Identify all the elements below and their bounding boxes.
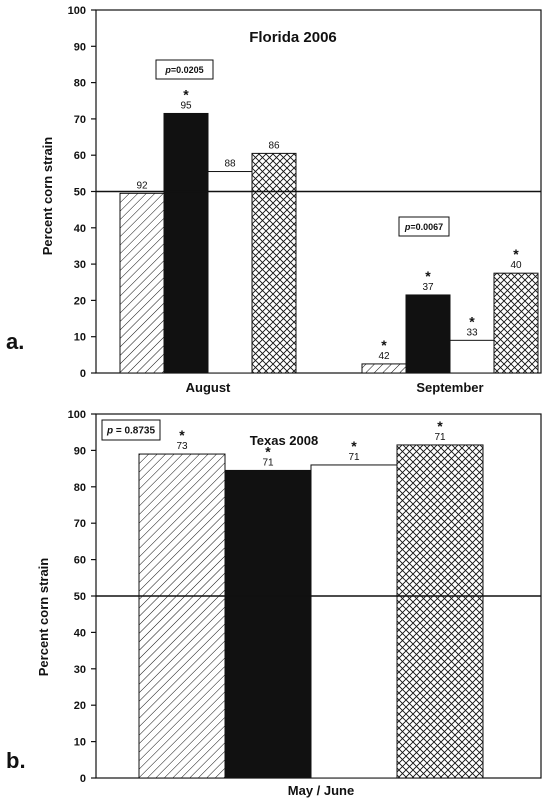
- panel-a-y-tick-label: 90: [74, 41, 86, 53]
- panel-a-y-tick-label: 100: [68, 5, 86, 17]
- panel-a-bar-august-scenturion-3: [163, 112, 209, 374]
- panel-a-category-label: September: [416, 380, 483, 395]
- panel-a-y-tick-label: 40: [74, 223, 86, 235]
- panel-a-letter: a.: [6, 329, 24, 354]
- panel-a-y-tick-label: 80: [74, 78, 86, 90]
- panel-b-y-tick-label: 90: [74, 445, 86, 457]
- panel-a-n-label: 40: [510, 260, 522, 271]
- panel-a-bar-august-psu-2: [119, 192, 165, 374]
- panel-b-significance-star: *: [437, 418, 443, 434]
- panel-a-p-value-text: p=0.0067: [404, 222, 443, 232]
- panel-b-n-label: 71: [262, 457, 274, 468]
- panel-a-n-label: 86: [268, 140, 280, 151]
- panel-b-y-tick-label: 100: [68, 409, 86, 421]
- panel-b-bar-may-june-scentry-4: [396, 444, 484, 779]
- panel-b-title: Texas 2008: [250, 433, 318, 448]
- panel-a-p-value-box: [155, 59, 214, 80]
- panel-a-p-value-text: p=0.0205: [164, 65, 203, 75]
- panel-a-y-tick-label: 60: [74, 150, 86, 162]
- panel-a-y-tick-label: 30: [74, 259, 86, 271]
- panel-a-y-tick-label: 50: [74, 187, 86, 199]
- panel-a-bar-september-scenturion-3: [405, 294, 451, 374]
- panel-b-y-tick-label: 50: [74, 591, 86, 603]
- panel-a-y-tick-label: 0: [80, 368, 86, 380]
- panel-b-n-label: 71: [348, 452, 360, 463]
- panel-a-n-label: 95: [180, 100, 192, 111]
- panel-b-p-value-text: p = 0.8735: [106, 426, 156, 437]
- panel-a-title: Florida 2006: [249, 29, 337, 46]
- panel-a-bar-august-scentry-4: [251, 152, 297, 374]
- panel-b-significance-star: *: [351, 438, 357, 454]
- panel-a-significance-star: *: [183, 86, 189, 102]
- panel-a-y-axis-title: Percent corn strain: [40, 137, 55, 256]
- panel-b-y-tick-label: 0: [80, 773, 86, 785]
- panel-a-significance-star: *: [513, 246, 519, 262]
- panel-a-n-label: 37: [422, 282, 434, 293]
- panel-a-n-label: 33: [466, 327, 478, 338]
- panel-b-y-axis-title: Percent corn strain: [36, 558, 51, 677]
- panel-a-n-label: 42: [378, 351, 390, 362]
- panel-a-significance-star: *: [469, 313, 475, 329]
- chart-panel-a: a. Percent corn strain Florida 2006 0 10 2…: [6, 5, 542, 395]
- panel-b-y-tick-label: 30: [74, 664, 86, 676]
- panel-b-y-tick-label: 10: [74, 737, 86, 749]
- panel-b-bar-may-june-scenturion-3: [224, 469, 312, 779]
- panel-b-bars: 73*71* 71*71*p = 0.8735: [96, 418, 541, 779]
- panel-a-axes: 0 10 20 30 40 50 60 70 80 90 100 August September: [68, 5, 542, 395]
- panel-a-category-label: August: [186, 380, 231, 395]
- panel-b-significance-star: *: [179, 427, 185, 443]
- panel-a-n-label: 92: [136, 180, 148, 191]
- panel-a-significance-star: *: [381, 337, 387, 353]
- panel-b-x-axis-title: May / June: [288, 783, 354, 798]
- panel-a-significance-star: *: [425, 268, 431, 284]
- panel-a-bar-september-tr-c-3: [449, 339, 495, 374]
- panel-b-y-tick-label: 20: [74, 700, 86, 712]
- panel-a-n-label: 88: [224, 159, 236, 170]
- panel-a-y-tick-label: 10: [74, 332, 86, 344]
- chart-panel-b: b. Percent corn strain Texas 2008 May / …: [6, 409, 542, 798]
- panel-b-bar-may-june-tr-c-3: [310, 464, 398, 779]
- panel-a-p-value-box: [398, 216, 450, 237]
- panel-b-y-tick-label: 80: [74, 482, 86, 494]
- panel-a-y-tick-label: 20: [74, 295, 86, 307]
- panel-b-y-tick-label: 60: [74, 555, 86, 567]
- panel-a-y-tick-label: 70: [74, 114, 86, 126]
- panel-b-y-tick-label: 40: [74, 627, 86, 639]
- panel-b-significance-star: *: [265, 443, 271, 459]
- panel-b-p-value-box: [101, 419, 161, 441]
- panel-b-n-label: 71: [434, 432, 446, 443]
- panel-a-bar-september-scentry-4: [493, 272, 539, 374]
- panel-b-y-tick-label: 70: [74, 518, 86, 530]
- panel-b-n-label: 73: [176, 441, 188, 452]
- panel-a-bar-august-tr-c-3: [207, 171, 253, 374]
- panel-b-bar-may-june-psu-2: [138, 453, 226, 779]
- panel-a-bar-september-psu-2: [361, 363, 407, 374]
- panel-b-letter: b.: [6, 748, 26, 773]
